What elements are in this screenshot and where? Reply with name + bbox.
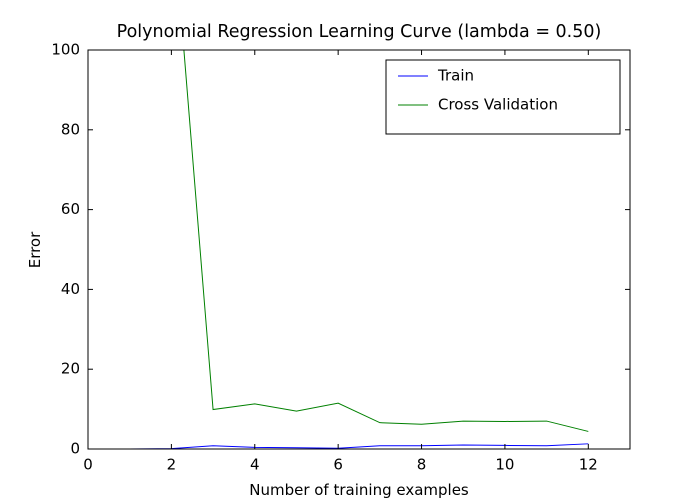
plot-lines bbox=[129, 50, 589, 449]
x-tick-label: 4 bbox=[250, 456, 260, 474]
chart-title: Polynomial Regression Learning Curve (la… bbox=[117, 22, 602, 42]
y-tick-label: 100 bbox=[51, 41, 80, 59]
x-axis-label: Number of training examples bbox=[249, 481, 469, 499]
y-tick-label: 20 bbox=[61, 360, 80, 378]
legend-label: Cross Validation bbox=[438, 96, 558, 114]
x-tick-label: 12 bbox=[579, 456, 598, 474]
y-axis-label: Error bbox=[26, 231, 44, 268]
x-tick-label: 6 bbox=[333, 456, 343, 474]
x-tick-label: 2 bbox=[167, 456, 177, 474]
y-tick-label: 0 bbox=[70, 440, 80, 458]
x-tick-label: 8 bbox=[417, 456, 427, 474]
x-tick-label: 10 bbox=[495, 456, 514, 474]
series-line bbox=[129, 443, 589, 449]
plot-frame bbox=[87, 49, 631, 450]
legend-label: Train bbox=[437, 67, 474, 85]
y-tick-label: 80 bbox=[61, 120, 80, 138]
y-tick-label: 40 bbox=[61, 280, 80, 298]
series-line bbox=[183, 50, 589, 432]
x-tick-label: 0 bbox=[83, 456, 93, 474]
y-tick-label: 60 bbox=[61, 200, 80, 218]
legend-box bbox=[385, 59, 621, 135]
